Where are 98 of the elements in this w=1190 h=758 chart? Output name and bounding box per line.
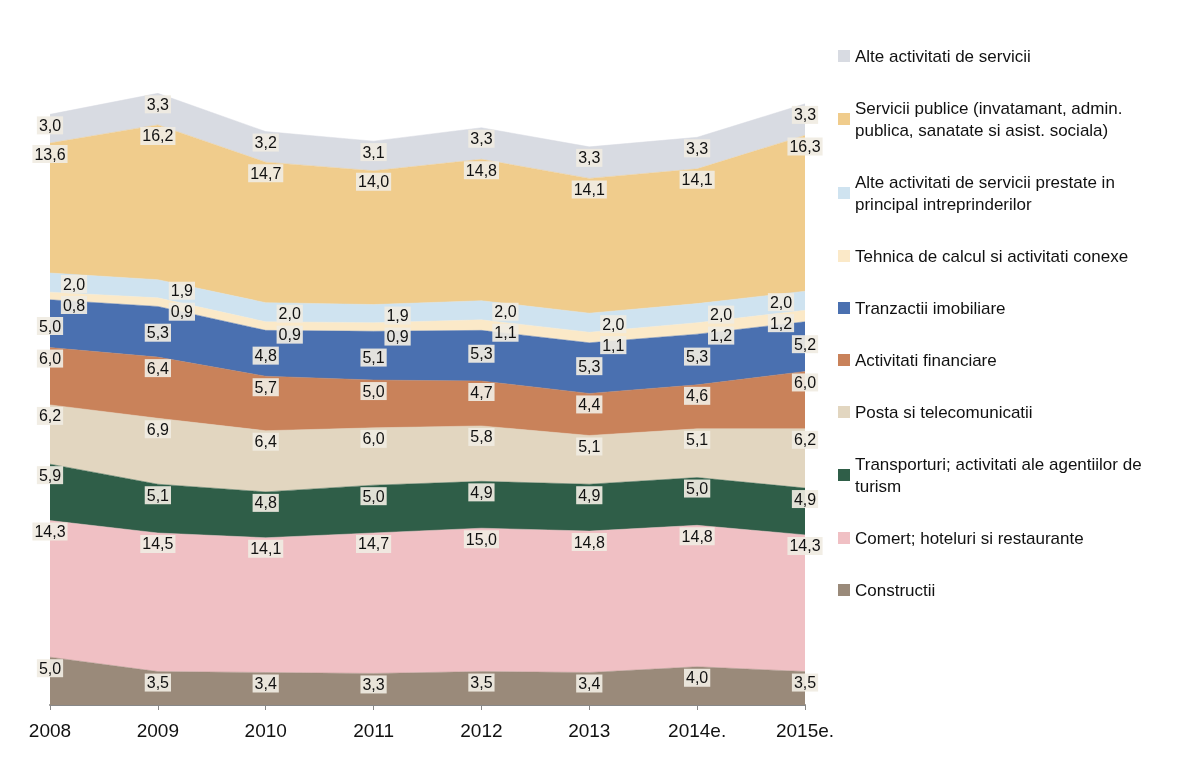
data-label: 3,5 <box>793 674 817 692</box>
data-label: 1,9 <box>386 307 409 325</box>
x-tick-label: 2009 <box>136 720 179 741</box>
data-label: 3,0 <box>38 116 62 134</box>
data-label: 3,3 <box>578 149 601 167</box>
data-label: 2,0 <box>602 315 625 333</box>
data-label: 5,2 <box>793 335 817 353</box>
data-label: 6,2 <box>38 407 62 425</box>
data-label: 4,9 <box>470 483 493 501</box>
data-label: 6,0 <box>793 373 817 391</box>
data-label: 14,1 <box>250 540 282 558</box>
data-label: 6,2 <box>793 431 817 449</box>
data-label: 14,8 <box>465 161 498 179</box>
data-label: 1,2 <box>710 327 733 345</box>
data-label: 5,0 <box>686 480 709 498</box>
data-label: 5,1 <box>578 437 601 455</box>
legend-label: Servicii publice (invatamant, admin. publica, sanatate si asist. sociala) <box>855 98 1128 140</box>
data-label: 6,9 <box>146 420 170 438</box>
data-label: 2,0 <box>278 305 301 323</box>
data-label: 14,5 <box>142 535 174 553</box>
legend-label: Alte activitati de servicii <box>855 46 1031 66</box>
data-label: 5,0 <box>38 659 62 677</box>
data-label: 14,8 <box>681 527 713 545</box>
data-label: 14,7 <box>250 164 282 182</box>
data-label: 0,9 <box>170 303 194 321</box>
data-label: 6,0 <box>362 430 385 448</box>
data-label: 4,9 <box>578 486 601 504</box>
data-label: 14,7 <box>358 535 390 553</box>
data-label: 14,8 <box>573 533 605 551</box>
data-label: 5,0 <box>38 317 62 335</box>
x-tick-label: 2013 <box>568 720 611 741</box>
legend-label: Posta si telecomunicatii <box>855 402 1033 422</box>
data-label: 1,2 <box>769 314 793 332</box>
x-tick-label: 2008 <box>28 720 72 741</box>
data-label: 5,1 <box>146 486 170 504</box>
data-label: 14,1 <box>573 180 605 198</box>
data-label: 3,3 <box>793 106 817 124</box>
data-label: 3,1 <box>362 143 385 161</box>
data-label: 1,1 <box>602 336 625 354</box>
data-label: 4,9 <box>793 490 817 508</box>
data-label: 3,5 <box>470 674 493 692</box>
data-label: 16,3 <box>789 137 821 155</box>
data-label: 5,0 <box>362 487 385 505</box>
data-label: 5,0 <box>362 382 385 400</box>
x-tick-label: 2015e. <box>775 720 835 741</box>
legend-label: Comert; hoteluri si restaurante <box>855 528 1084 548</box>
legend-label: Transporturi; activitati ale agentiilor de turism <box>855 454 1147 496</box>
data-label: 1,1 <box>494 324 517 342</box>
data-label: 5,1 <box>686 431 709 449</box>
data-label: 2,0 <box>769 293 793 311</box>
x-tick-label: 2014e. <box>668 720 727 741</box>
data-label: 4,0 <box>686 669 709 687</box>
x-tick-label: 2011 <box>353 720 394 741</box>
data-label: 5,3 <box>578 357 601 375</box>
data-label: 14,3 <box>789 537 821 555</box>
data-label: 3,4 <box>578 675 601 693</box>
data-label: 0,9 <box>386 328 409 346</box>
data-label: 0,8 <box>62 296 86 314</box>
data-label: 2,0 <box>710 306 733 324</box>
x-tick-label: 2010 <box>244 720 287 741</box>
data-label: 16,2 <box>142 127 174 145</box>
data-label: 3,3 <box>146 95 170 113</box>
data-label: 4,8 <box>254 347 277 365</box>
legend-label: Activitati financiare <box>855 350 997 370</box>
data-label: 3,2 <box>254 134 277 152</box>
data-label: 3,3 <box>470 130 493 148</box>
data-label: 3,3 <box>686 139 709 157</box>
data-label: 15,0 <box>465 530 498 548</box>
data-label: 3,4 <box>254 675 277 693</box>
data-label: 1,9 <box>170 282 194 300</box>
legend-label: Constructii <box>855 580 936 600</box>
data-label: 6,4 <box>254 433 277 451</box>
data-label: 14,3 <box>34 523 66 541</box>
data-label: 14,1 <box>681 171 713 189</box>
data-label: 2,0 <box>62 275 86 293</box>
data-label: 4,6 <box>686 387 709 405</box>
data-label: 13,6 <box>34 145 66 163</box>
data-label: 4,7 <box>470 383 493 401</box>
data-label: 5,7 <box>254 378 277 396</box>
legend-label: Alte activitati de servicii prestate in principal intreprinderilor <box>855 172 1120 214</box>
data-label: 2,0 <box>494 303 517 321</box>
legend-label: Tehnica de calcul si activitati conexe <box>855 246 1129 266</box>
data-label: 5,3 <box>686 348 709 366</box>
data-label: 5,1 <box>362 349 385 367</box>
legend-label: Tranzactii imobiliare <box>855 298 1006 318</box>
x-tick-label: 2012 <box>460 720 503 741</box>
data-label: 14,0 <box>358 173 390 191</box>
data-label: 3,5 <box>146 674 170 692</box>
data-label: 5,3 <box>146 324 170 342</box>
data-label: 6,0 <box>38 350 62 368</box>
data-label: 0,9 <box>278 326 301 344</box>
data-label: 5,9 <box>38 466 62 484</box>
data-label: 5,3 <box>470 345 493 363</box>
data-label: 3,3 <box>362 675 385 693</box>
data-label: 6,4 <box>146 359 170 377</box>
data-label: 5,8 <box>470 428 493 446</box>
data-label: 4,4 <box>578 395 601 413</box>
data-label: 4,8 <box>254 494 277 512</box>
